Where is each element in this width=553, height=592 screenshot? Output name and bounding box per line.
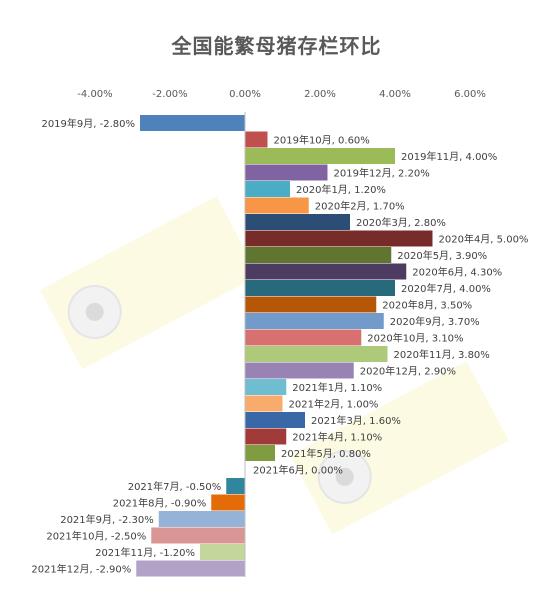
data-label: 2020年11月, 3.80%: [394, 348, 490, 361]
data-label: 2020年12月, 2.90%: [360, 365, 456, 378]
data-label: 2021年10月, -2.50%: [46, 530, 146, 543]
bar: [245, 428, 287, 445]
bar: [211, 494, 245, 511]
x-tick-label: 2.00%: [304, 89, 336, 100]
bar: [245, 313, 384, 329]
bar: [245, 280, 395, 296]
bar: [245, 197, 309, 214]
chart-title: 全国能繁母猪存栏环比: [171, 34, 382, 58]
data-label: 2021年6月, 0.00%: [253, 464, 343, 477]
bar: [245, 164, 328, 181]
data-label: 2020年6月, 4.30%: [412, 266, 502, 279]
bar: [245, 412, 305, 428]
data-label: 2021年4月, 1.10%: [292, 431, 382, 444]
data-label: 2020年5月, 3.90%: [397, 249, 487, 262]
bar: [245, 379, 287, 395]
data-label: 2019年9月, -2.80%: [41, 117, 135, 130]
data-label: 2021年11月, -1.20%: [95, 546, 195, 559]
data-label: 2021年5月, 0.80%: [281, 447, 371, 460]
x-tick-label: 0.00%: [229, 89, 261, 100]
data-label: 2021年12月, -2.90%: [31, 563, 131, 576]
bar: [245, 148, 395, 164]
x-tick-label: -4.00%: [77, 89, 112, 100]
bar: [151, 527, 245, 544]
data-label: 2019年12月, 2.20%: [334, 167, 430, 180]
bar: [245, 214, 350, 230]
data-label: 2020年8月, 3.50%: [382, 299, 472, 312]
bar: [158, 511, 245, 527]
data-label: 2020年7月, 4.00%: [401, 282, 491, 295]
data-label: 2020年9月, 3.70%: [390, 315, 480, 328]
data-label: 2021年9月, -2.30%: [60, 513, 154, 526]
bar: [245, 395, 283, 412]
bar: [245, 263, 407, 280]
bar: [140, 115, 245, 131]
bar: [200, 544, 245, 560]
bar: [245, 346, 388, 362]
data-label: 2020年2月, 1.70%: [315, 200, 405, 213]
x-tick-label: -2.00%: [152, 89, 187, 100]
x-tick-label: 4.00%: [379, 89, 411, 100]
bar: [226, 478, 245, 494]
data-label: 2020年4月, 5.00%: [439, 233, 529, 246]
bar: [245, 181, 290, 197]
data-label: 2020年1月, 1.20%: [296, 183, 386, 196]
data-label: 2021年7月, -0.50%: [128, 480, 222, 493]
data-label: 2020年10月, 3.10%: [367, 332, 463, 345]
x-tick-label: 6.00%: [454, 89, 486, 100]
bar: [136, 560, 245, 577]
bar: [245, 296, 377, 313]
data-label: 2021年2月, 1.00%: [289, 398, 379, 411]
data-label: 2019年11月, 4.00%: [401, 150, 497, 163]
bar: [245, 247, 392, 263]
data-label: 2019年10月, 0.60%: [274, 134, 370, 147]
data-label: 2020年3月, 2.80%: [356, 216, 446, 229]
bar: [245, 230, 433, 247]
bar: [245, 131, 268, 148]
data-label: 2021年1月, 1.10%: [292, 381, 382, 394]
bar: [245, 445, 275, 461]
bar: [245, 362, 354, 379]
data-label: 2021年3月, 1.60%: [311, 414, 401, 427]
data-label: 2021年8月, -0.90%: [113, 497, 207, 510]
bar: [245, 329, 362, 346]
